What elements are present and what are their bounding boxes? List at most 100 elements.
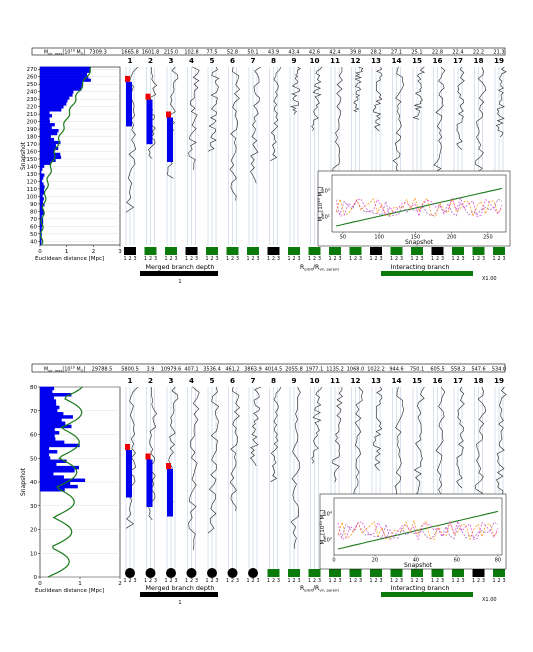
orbit-tick-label: 2	[190, 256, 193, 262]
orbit-tick-label: 3	[502, 578, 505, 584]
inset-x-tick-label: 50	[340, 235, 346, 241]
distribution-bar	[40, 158, 56, 162]
distribution-bar	[40, 481, 71, 486]
orbit-tick-label: 2	[456, 578, 459, 584]
merge-marker-square	[452, 247, 464, 255]
distribution-bar	[40, 450, 58, 454]
y-tick-label: 190	[27, 127, 38, 133]
distribution-bar	[40, 66, 91, 70]
branch-track	[373, 66, 383, 132]
distribution-bar	[40, 137, 55, 142]
merge-marker-square	[370, 569, 382, 577]
distribution-bar	[40, 84, 82, 88]
orbit-tick-label: 3	[482, 578, 485, 584]
inset-y-tick-label: 103	[321, 188, 330, 195]
merge-marker-circle	[186, 568, 197, 578]
branch-track	[250, 66, 262, 184]
header-unit: [10	[62, 367, 70, 373]
orbit-tick-label: 2	[251, 578, 254, 584]
orbit-tick-label: 3	[133, 578, 136, 584]
orbit-tick-label: 2	[333, 578, 336, 584]
orbit-tick-label: 3	[174, 578, 177, 584]
orbit-tick-label: 3	[502, 256, 505, 262]
branch-track	[311, 386, 323, 464]
orbit-axis-label: Rorbit/Rvir, parent	[300, 585, 339, 593]
distribution-bar	[40, 87, 82, 91]
header-close: ]	[84, 367, 86, 373]
highlight-blue	[126, 450, 132, 498]
y-tick-label: 210	[27, 112, 38, 118]
inset-y-unit: [10	[318, 202, 324, 212]
highlight-blue	[146, 459, 153, 507]
orbit-tick-label: 1	[164, 578, 167, 584]
inset-y-tail: M	[320, 515, 326, 522]
distribution-bar	[40, 161, 51, 165]
branch-number: 1	[127, 376, 132, 385]
merge-marker-square	[267, 569, 280, 577]
branch-number: 15	[412, 376, 422, 385]
header-value: 558.3	[451, 367, 465, 373]
y-tick-label: 230	[27, 97, 38, 103]
inset-frame	[333, 497, 503, 556]
inset-y-m-sub: vir	[322, 534, 327, 539]
orbit-tick-label: 3	[195, 256, 198, 262]
merge-marker-circle	[248, 568, 258, 578]
branch-track	[229, 66, 241, 201]
chart-panel-1: Mvir, max[1010 M⊙] 7309.3 1665.8 1601.8 215.…	[20, 47, 511, 285]
orbit-tick-label: 3	[277, 578, 280, 584]
branch-track	[456, 66, 465, 150]
distribution-bar	[40, 146, 59, 151]
header-value: 1022.2	[367, 367, 385, 373]
y-tick-label: 70	[30, 217, 37, 223]
highlight-red	[166, 111, 171, 118]
y-tick-label: 0	[34, 575, 38, 581]
distribution-bar	[40, 167, 43, 171]
distribution-bar	[40, 203, 45, 207]
orbit-tick-label: 3	[277, 256, 280, 262]
inset-y-m: M	[318, 217, 324, 222]
merge-marker-square	[390, 569, 403, 577]
inset-y-unit: [10	[320, 525, 326, 535]
branch-number: 19	[494, 376, 504, 385]
orbit-tick-label: 1	[472, 256, 475, 262]
header-value: 42.4	[329, 50, 340, 56]
branch-number: 11	[330, 56, 340, 65]
merge-marker-square	[431, 247, 444, 255]
branch-track	[188, 386, 200, 551]
distribution-bar	[40, 185, 45, 189]
orbit-mid: /R	[313, 585, 319, 592]
header-value: 2055.8	[285, 367, 303, 373]
header-unit-exp: 10	[70, 49, 74, 53]
distribution-bar	[40, 456, 51, 460]
orbit-tick-label: 3	[400, 256, 403, 262]
distribution-bar	[40, 188, 45, 192]
header-title: Mvir, max[1010 M⊙]	[44, 49, 86, 57]
merge-marker-square	[370, 247, 382, 255]
branch-track	[392, 66, 405, 172]
orbit-tick-label: 2	[128, 256, 131, 262]
orbit-tick-label: 1	[226, 256, 229, 262]
x-tick-label: 1	[78, 581, 82, 587]
distribution-bar	[40, 179, 43, 183]
x-axis-label: Euclidean distance [Mpc]	[35, 588, 104, 594]
branch-track	[229, 386, 241, 512]
distribution-bar	[40, 459, 67, 463]
legend-interacting-value: X1.00	[482, 597, 497, 603]
branch-number: 1	[127, 56, 132, 65]
orbit-tick-label: 2	[169, 256, 172, 262]
orbit-tick-label: 3	[256, 578, 259, 584]
distribution-bar	[40, 99, 68, 103]
branch-number: 12	[350, 56, 360, 65]
orbit-tick-label: 2	[128, 578, 131, 584]
branch-number: 4	[189, 56, 194, 65]
branch-number: 5	[209, 376, 214, 385]
orbit-tick-label: 3	[297, 578, 300, 584]
distribution-bar	[40, 114, 53, 118]
orbit-tick-label: 1	[123, 578, 126, 584]
merge-marker-circle	[125, 568, 135, 578]
highlight-red	[125, 444, 130, 450]
branch-track	[332, 386, 343, 483]
orbit-tick-label: 2	[313, 256, 316, 262]
orbit-tick-label: 2	[149, 256, 152, 262]
x-axis-label: Euclidean distance [Mpc]	[35, 256, 104, 262]
